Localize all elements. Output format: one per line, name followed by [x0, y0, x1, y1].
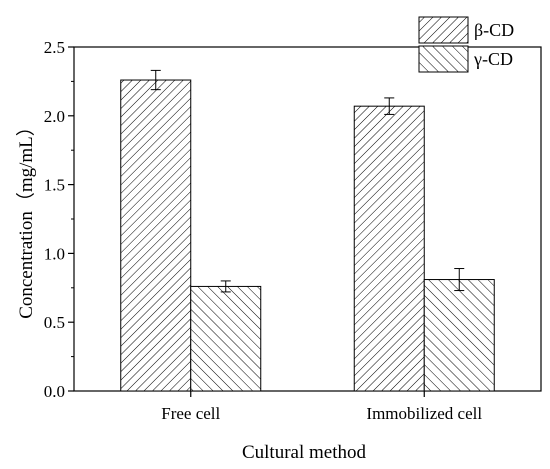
y-tick-label: 1.0 [44, 244, 65, 263]
legend-label: β-CD [474, 20, 514, 40]
bar-beta-cd [353, 105, 425, 392]
legend-label: γ-CD [473, 49, 513, 69]
x-axis-title: Cultural method [242, 442, 367, 463]
y-tick-label: 2.5 [44, 38, 65, 57]
y-tick-label: 0.5 [44, 313, 65, 332]
bar-beta-cd [120, 79, 192, 392]
legend-swatch-beta-cd [418, 16, 469, 44]
legend: β-CD γ-CD [418, 16, 514, 73]
y-tick-label: 2.0 [44, 107, 65, 126]
bar-gamma-cd [190, 285, 262, 392]
x-axis: Free cell Immobilized cell [161, 391, 482, 423]
y-tick-label: 1.5 [44, 176, 65, 195]
y-tick-label: 0.0 [44, 382, 65, 401]
x-tick-label: Immobilized cell [366, 404, 482, 423]
bars-group [120, 79, 495, 392]
error-bars-group [150, 69, 465, 293]
bar-gamma-cd [423, 279, 495, 392]
y-axis-title: Concentration（mg/mL） [15, 117, 37, 319]
x-tick-label: Free cell [161, 404, 220, 423]
y-axis: 0.0 0.5 1.0 1.5 2.0 2.5 [44, 38, 74, 401]
legend-swatch-gamma-cd [418, 45, 469, 73]
